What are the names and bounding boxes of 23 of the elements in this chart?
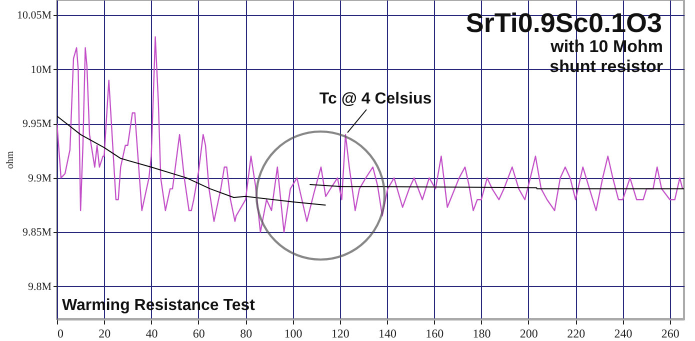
x-tick-label: 160: [426, 326, 444, 340]
x-tick-label: 80: [240, 326, 252, 340]
x-tick-label: 0: [58, 326, 64, 340]
x-tick-label: 20: [98, 326, 111, 340]
y-tick-label: 9.8M: [28, 280, 52, 293]
y-tick-label: 9.95M: [22, 118, 52, 130]
y-tick-label: 9.9M: [28, 172, 52, 184]
x-tick-label: 200: [520, 326, 538, 340]
x-tick-label: 100: [284, 326, 302, 340]
x-tick-label: 120: [331, 326, 350, 340]
x-tick-label: 60: [192, 326, 205, 340]
y-tick-label: 10M: [30, 64, 52, 76]
x-tick-label: 40: [146, 326, 158, 340]
line-series: [57, 36, 684, 233]
x-tick-label: 220: [567, 326, 586, 340]
line-series: [57, 116, 326, 206]
y-axis-title: ohm: [4, 150, 16, 169]
y-tick-label: 10.05M: [16, 10, 52, 22]
y-tick-label: 9.85M: [22, 226, 52, 239]
x-tick-label: 180: [472, 326, 491, 340]
x-tick-label: 260: [661, 326, 680, 340]
x-tick-label: 240: [614, 326, 632, 340]
x-tick-label: 140: [378, 326, 396, 340]
